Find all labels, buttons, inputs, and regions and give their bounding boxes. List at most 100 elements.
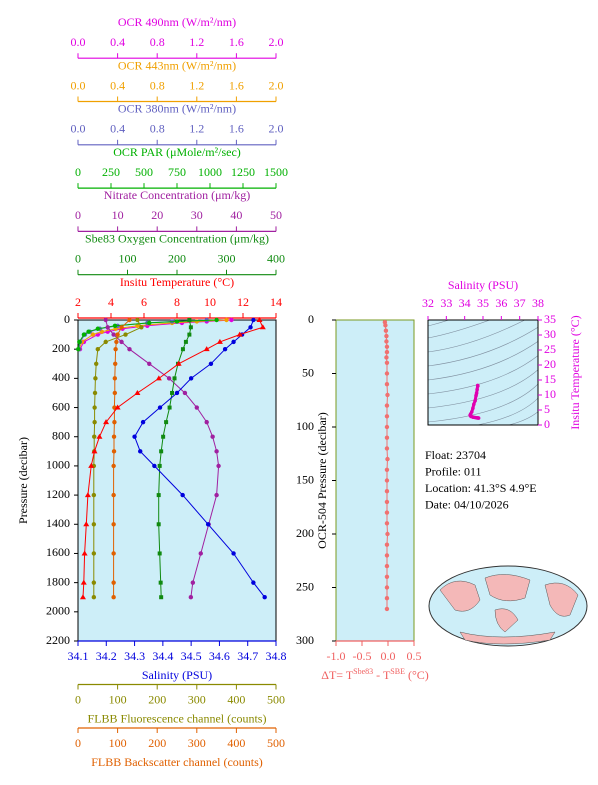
y-tick-label: 0	[544, 417, 550, 431]
data-point	[194, 405, 199, 410]
axis-title: FLBB Fluorescence channel (counts)	[88, 711, 267, 725]
x-tick-label: 0.8	[150, 35, 165, 49]
data-point	[92, 390, 98, 396]
ts-point	[473, 398, 477, 403]
data-point	[80, 579, 87, 585]
x-tick-label: 0	[75, 692, 81, 706]
data-point	[157, 405, 163, 410]
x-tick-label: 400	[227, 736, 245, 750]
data-point	[86, 329, 91, 334]
data-point	[384, 542, 390, 547]
data-point	[385, 456, 390, 462]
y-tick-label: 250	[296, 579, 314, 593]
x-tick-label: 50	[270, 208, 282, 222]
data-point	[112, 323, 118, 329]
data-point	[103, 419, 110, 425]
data-point	[161, 434, 166, 439]
x-tick-label: 2.0	[269, 78, 284, 92]
data-point	[172, 376, 177, 381]
x-tick-label: 0.4	[110, 78, 125, 92]
data-point	[384, 510, 390, 515]
data-point	[114, 339, 119, 345]
data-point	[92, 419, 97, 425]
x-tick-label: 300	[218, 251, 236, 265]
y-tick-label: 35	[544, 312, 556, 326]
x-tick-label: 0.8	[150, 122, 165, 136]
plot-area	[77, 319, 277, 642]
x-tick-label: 14	[270, 295, 282, 309]
x-tick-label: 34.2	[96, 649, 117, 663]
data-point	[384, 424, 390, 430]
data-point	[383, 328, 389, 333]
ts-point	[475, 387, 479, 392]
x-tick-label: 8	[174, 295, 180, 309]
x-tick-label: 0.4	[110, 35, 125, 49]
data-point	[95, 346, 101, 352]
y-tick-label: 800	[52, 428, 70, 442]
data-point	[190, 580, 196, 585]
data-point	[90, 332, 96, 337]
x-tick-label: 100	[109, 692, 127, 706]
axis-title-part: ΔT= T	[321, 668, 354, 682]
data-point	[159, 595, 164, 600]
data-point	[205, 522, 211, 527]
data-point	[103, 339, 108, 345]
data-point	[251, 580, 256, 585]
data-point	[111, 551, 116, 556]
data-point	[214, 449, 219, 454]
data-point	[111, 492, 116, 498]
y-tick-label: 25	[544, 342, 556, 356]
x-tick-label: 500	[135, 165, 153, 179]
data-point	[119, 325, 124, 330]
x-tick-label: 100	[119, 251, 137, 265]
data-point	[384, 478, 390, 483]
x-tick-label: 0.0	[381, 649, 396, 663]
info-line: Location: 41.3°S 4.9°E	[425, 481, 537, 495]
data-point	[214, 317, 219, 323]
x-tick-label: 35	[477, 296, 489, 310]
data-point	[92, 434, 97, 439]
data-point	[216, 463, 221, 469]
x-tick-label: 2.0	[269, 35, 284, 49]
x-tick-label: 0.8	[150, 78, 165, 92]
x-tick-label: 34.1	[68, 649, 89, 663]
data-point	[384, 355, 389, 360]
y-tick-label: 10	[544, 387, 556, 401]
data-point	[91, 448, 98, 454]
x-tick-label: 40	[230, 208, 242, 222]
data-point	[182, 390, 188, 396]
data-point	[127, 346, 132, 352]
x-tick-label: 37	[514, 296, 526, 310]
data-point	[224, 317, 229, 323]
data-point	[174, 319, 180, 324]
x-tick-label: 0	[75, 165, 81, 179]
data-point	[384, 403, 390, 408]
y-tick-label: 15	[544, 372, 556, 386]
axis-title: OCR 443nm (W/m²/nm)	[118, 58, 236, 72]
y-tick-label: 200	[296, 526, 314, 540]
data-point	[384, 596, 390, 601]
data-point	[88, 462, 95, 468]
axis-title: OCR PAR (μMole/m²/sec)	[113, 145, 241, 159]
data-point	[94, 361, 99, 366]
data-point	[115, 332, 120, 337]
data-point	[112, 390, 118, 396]
axis-title-part: Sbe83	[353, 667, 373, 676]
data-point	[77, 339, 82, 345]
x-tick-label: 400	[267, 251, 285, 265]
data-point	[259, 324, 266, 330]
x-tick-label: 2	[75, 295, 81, 309]
data-point	[384, 339, 389, 344]
data-point	[156, 522, 161, 527]
x-tick-label: 0	[75, 251, 81, 265]
data-point	[231, 551, 236, 556]
x-tick-label: 500	[267, 692, 285, 706]
x-tick-label: 1250	[231, 165, 255, 179]
data-point	[187, 318, 192, 322]
profile-line	[93, 319, 143, 598]
x-tick-label: 0	[75, 208, 81, 222]
data-point	[139, 325, 144, 330]
data-point	[166, 376, 172, 381]
data-point	[231, 339, 236, 345]
